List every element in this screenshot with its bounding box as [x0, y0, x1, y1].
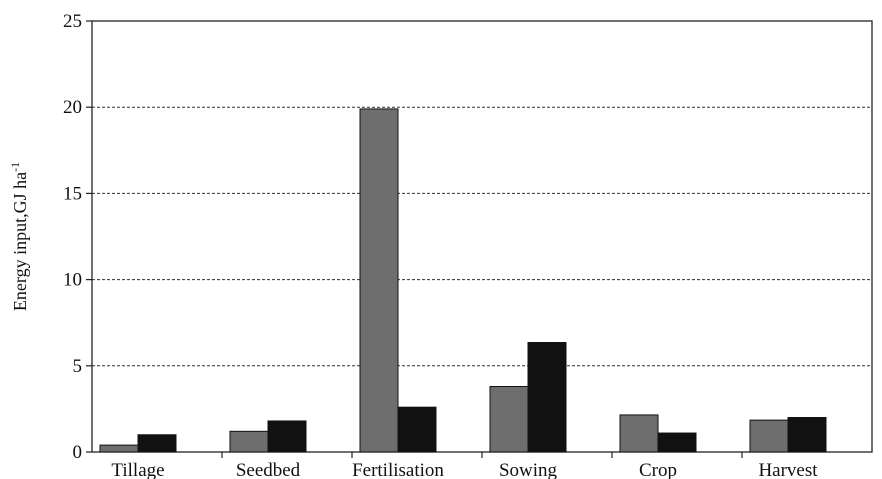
- bar-fertilisation-series-1: [359, 108, 399, 453]
- y-axis-title: Energy input,GJ ha-1: [8, 162, 30, 311]
- y-tick-labels: 0 5 10 15 20 25: [63, 11, 92, 463]
- axes: [91, 20, 873, 453]
- x-category-label-crop: Crop: [639, 460, 677, 479]
- bar-harvest-series-2: [787, 417, 827, 453]
- bar-seedbed-series-2: [267, 420, 307, 453]
- y-tick-label: 5: [73, 356, 83, 377]
- bar-crop-series-2: [657, 432, 697, 453]
- bar-harvest-series-1: [749, 419, 789, 453]
- y-tick-label: 10: [63, 270, 82, 291]
- bar-seedbed-series-1: [229, 430, 269, 453]
- x-category-label-fertilisation: Fertilisation: [352, 460, 444, 479]
- x-category-label-tillage: Tillage: [111, 460, 164, 479]
- x-category-label-harvest: Harvest: [758, 460, 818, 479]
- bar-fertilisation-series-2: [397, 406, 437, 453]
- x-category-label-seedbed: Seedbed: [236, 460, 301, 479]
- bar-sowing-series-1: [489, 385, 529, 453]
- bar-crop-series-1: [619, 414, 659, 453]
- plot-frame: [91, 20, 873, 453]
- bars: [99, 108, 827, 453]
- grid-lines: [92, 106, 872, 367]
- y-tick-label: 25: [63, 11, 82, 32]
- bar-tillage-series-2: [137, 434, 177, 453]
- y-tick-label: 20: [63, 97, 82, 118]
- bar-tillage-series-1: [99, 444, 139, 453]
- bar-sowing-series-2: [527, 342, 567, 453]
- y-tick-label: 0: [73, 442, 83, 463]
- y-axis-title-superscript: -1: [8, 162, 22, 172]
- x-category-label-sowing: Sowing: [499, 460, 558, 479]
- y-tick-label: 15: [63, 183, 82, 204]
- x-category-labels: Tillage Seedbed Fertilisation Sowing Crop Har…: [111, 452, 818, 479]
